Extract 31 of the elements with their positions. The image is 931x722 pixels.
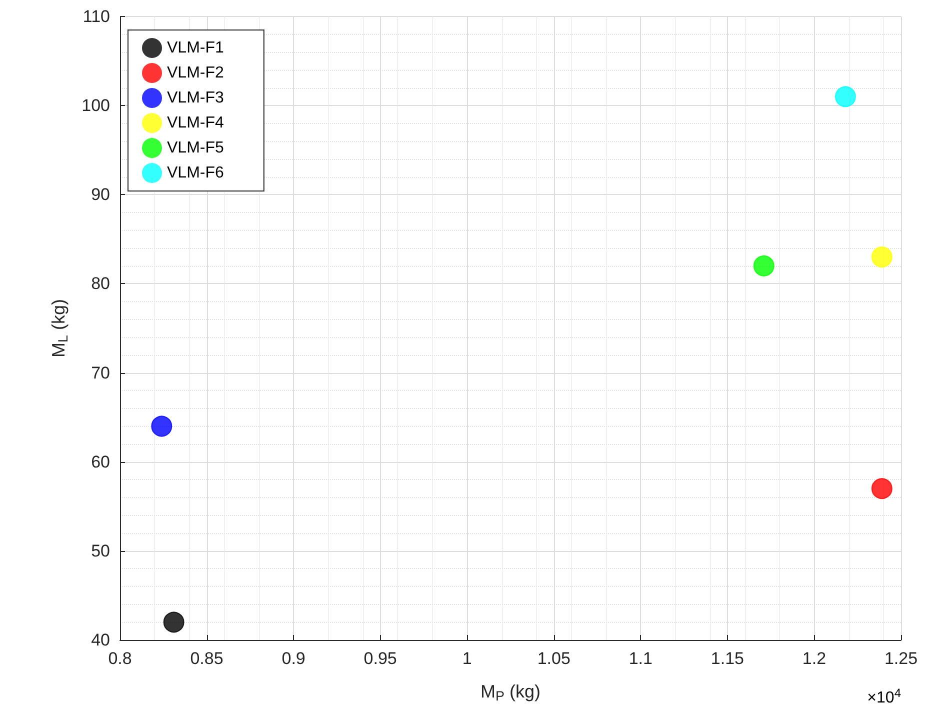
x-tick-label: 1.05 <box>537 649 570 668</box>
point <box>871 246 892 268</box>
x-tick-label: 1.2 <box>802 649 826 668</box>
x-tick-label: 1 <box>462 649 472 668</box>
y-tick-label: 80 <box>91 274 110 294</box>
y-tick-label: 90 <box>91 185 110 204</box>
legend-label: VLM-F2 <box>167 64 224 82</box>
y-tick-label: 50 <box>91 541 110 560</box>
point <box>753 255 774 276</box>
point <box>834 86 856 108</box>
legend-label: VLM-F4 <box>167 114 224 132</box>
point <box>871 478 892 500</box>
x-tick-label: 1.15 <box>710 649 744 668</box>
y-tick-label: 100 <box>82 96 110 116</box>
legend-label: VLM-F5 <box>167 140 224 156</box>
x-tick-label: 1.25 <box>884 649 918 668</box>
x-tick-label: 0.85 <box>190 649 224 668</box>
x-tick-label: 1.1 <box>628 649 652 668</box>
legend-label: VLM-F6 <box>167 164 224 182</box>
point <box>151 416 172 437</box>
y-axis-title: ML (kg) <box>48 299 70 358</box>
legend-label: VLM-F3 <box>167 90 224 106</box>
legend-label: VLM-F1 <box>167 40 224 56</box>
y-tick-label: 40 <box>91 630 110 650</box>
point <box>163 612 184 633</box>
y-tick-label: 60 <box>91 452 110 472</box>
x-tick-label: 0.9 <box>282 649 306 668</box>
y-tick-label: 110 <box>82 7 110 26</box>
x-tick-label: 0.8 <box>108 649 132 668</box>
y-tick-label: 70 <box>91 363 110 382</box>
x-tick-label: 0.95 <box>364 649 397 668</box>
